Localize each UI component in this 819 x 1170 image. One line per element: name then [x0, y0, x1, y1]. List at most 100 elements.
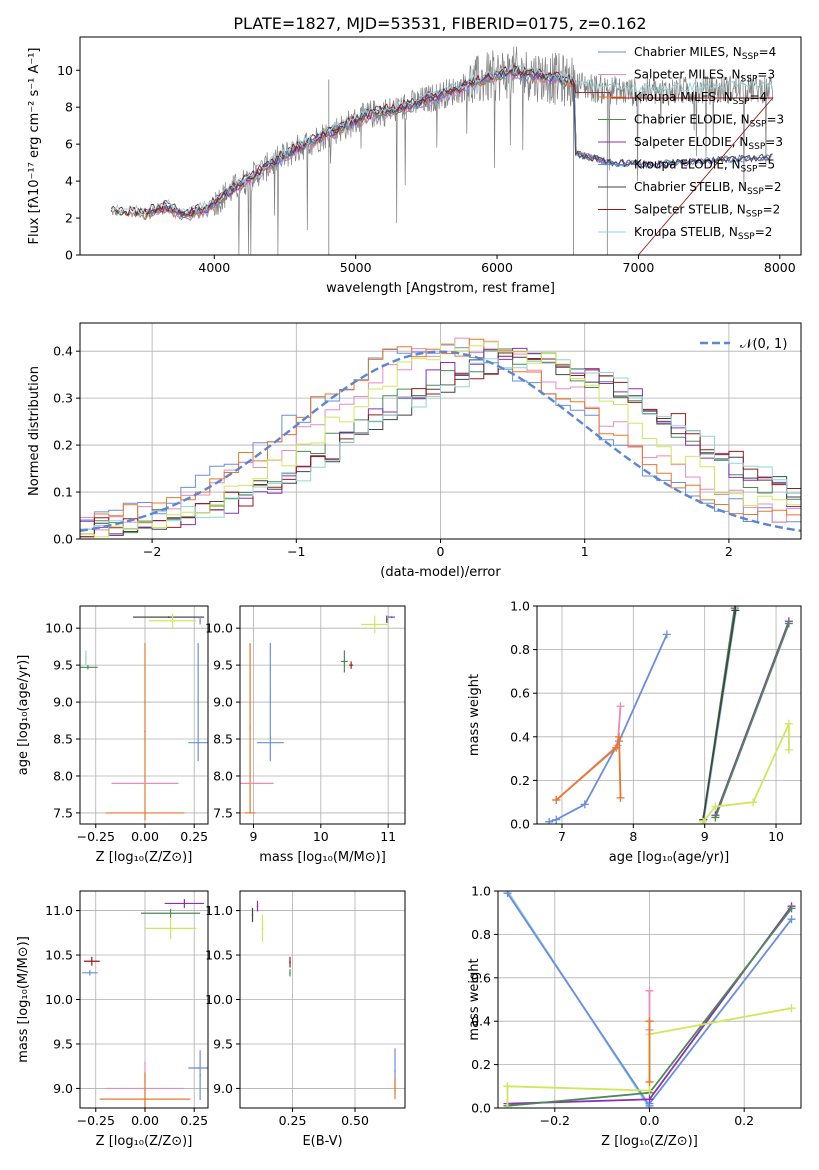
- y-tick-label: 0.2: [510, 773, 530, 788]
- tick-labels: 4000 5000 6000 7000 8000 0 2 4 6 8 10: [57, 63, 796, 275]
- y-tick-label: 9.5: [53, 658, 73, 673]
- y-tick-label: 4: [65, 174, 73, 189]
- data-point: [343, 660, 346, 663]
- plus-marker: [784, 619, 793, 628]
- y-tick-label: 9.0: [53, 1081, 73, 1096]
- y-axis-label: mass weight: [467, 958, 482, 1040]
- legend-subscript: SSP: [741, 75, 758, 85]
- y-tick-label: 9.0: [53, 695, 73, 710]
- legend-tail: =4: [759, 45, 777, 59]
- plus-marker: [787, 904, 796, 913]
- residual-histogram-panel: −2 −1 0 1 2 0.0 0.1 0.2 0.3 0.4 (data-model)/error…: [27, 322, 802, 580]
- x-tick-label: −2: [143, 544, 161, 559]
- y-tick-label: 10.5: [205, 948, 233, 963]
- age-vs-metallicity-panel: −0.25 0.00 0.25 7.5 8.0 8.5 9.0 9.5 10.0 Z [log₁₀…: [16, 605, 209, 865]
- x-tick-label: 7: [558, 829, 566, 844]
- x-tick-label: 0.0: [640, 1113, 660, 1128]
- x-tick-label: 0.25: [180, 829, 208, 844]
- x-tick-label: 0: [437, 544, 445, 559]
- y-tick-label: 6: [65, 137, 73, 152]
- normal-curve-line: [80, 350, 801, 532]
- model-spectrum-line: [143, 65, 772, 219]
- x-tick-label: 7000: [623, 260, 655, 275]
- x-tick-label: 0.00: [131, 829, 159, 844]
- gridlines: [240, 606, 405, 824]
- data-point: [394, 1087, 396, 1090]
- data-point: [144, 812, 146, 814]
- x-tick-label: 0.2: [734, 1113, 754, 1128]
- x-tick-label: 8: [629, 829, 637, 844]
- axes-frame: [239, 605, 406, 825]
- x-tick-label: 10: [313, 829, 329, 844]
- plus-marker: [787, 915, 796, 924]
- plus-marker: [711, 802, 720, 811]
- legend-subscript: SSP: [746, 210, 763, 220]
- plus-marker: [615, 732, 624, 741]
- weight-line: [648, 918, 793, 1105]
- model-spectrum-line: [110, 65, 773, 218]
- legend-label: Chabrier MILES, NSSP=4: [634, 45, 776, 62]
- y-tick-label: 10.0: [205, 992, 233, 1007]
- legend-subscript: SSP: [738, 232, 755, 242]
- tick-labels: −0.25 0.00 0.25 9.0 9.5 10.0 10.5 11.0: [45, 903, 208, 1128]
- data-point: [89, 972, 91, 974]
- plot-area: [251, 900, 396, 1100]
- x-axis-label: E(B-V): [302, 1134, 342, 1149]
- tick-labels: 0.25 0.50 9.0 9.5 10.0 10.5 11.0: [205, 903, 369, 1128]
- x-tick-label: 0.25: [180, 1113, 208, 1128]
- data-point: [197, 1067, 199, 1069]
- plot-area: [80, 337, 801, 538]
- y-tick-label: 0.4: [510, 729, 530, 744]
- histogram-step-line: [80, 358, 801, 530]
- data-point: [394, 1069, 396, 1072]
- legend-tail: =3: [765, 135, 783, 149]
- legend-subscript: SSP: [747, 187, 764, 197]
- data-point: [249, 812, 251, 814]
- y-tick-label: 8.0: [213, 768, 233, 783]
- legend-subscript: SSP: [748, 142, 765, 152]
- y-tick-label: 9.5: [53, 1036, 73, 1051]
- plus-marker: [732, 606, 741, 610]
- plot-area: [503, 891, 796, 1108]
- legend-label: Kroupa STELIB, NSSP=2: [634, 225, 772, 242]
- y-tick-label: 8.5: [213, 732, 233, 747]
- legend-tail: =2: [755, 225, 773, 239]
- y-tick-label: 1.0: [510, 599, 530, 614]
- tick-labels: −0.2 0.0 0.2 0.0 0.2 0.4 0.6 0.8 1.0: [471, 884, 754, 1129]
- y-tick-label: 0.0: [53, 532, 73, 547]
- legend-label: Kroupa ELODIE, NSSP=5: [634, 158, 775, 175]
- weight-line: [555, 736, 622, 801]
- data-point: [197, 701, 199, 703]
- y-tick-label: 0: [65, 248, 73, 263]
- data-point: [199, 619, 201, 622]
- data-point: [167, 616, 170, 618]
- x-axis-label: mass [log₁₀(M/M⊙)]: [259, 850, 386, 865]
- data-point: [91, 960, 93, 963]
- x-tick-label: 5000: [340, 260, 372, 275]
- y-tick-label: 7.5: [53, 805, 73, 820]
- y-tick-label: 0.2: [471, 1057, 491, 1072]
- y-axis-label: Flux [fλ10⁻¹⁷ erg cm⁻² s⁻¹ A⁻¹]: [27, 48, 42, 245]
- y-axis-label: age [log₁₀(age/yr)]: [16, 655, 31, 776]
- y-tick-label: 0.0: [510, 817, 530, 832]
- data-point: [144, 1098, 146, 1100]
- plus-marker: [503, 891, 512, 898]
- legend-tail: =3: [757, 68, 775, 82]
- legend-subscript: SSP: [733, 97, 750, 107]
- legend-tail: =2: [763, 203, 781, 217]
- data-point: [289, 972, 291, 974]
- y-tick-label: 8.0: [53, 768, 73, 783]
- y-tick-label: 9.0: [213, 1081, 233, 1096]
- data-point: [183, 902, 186, 905]
- y-tick-label: 0.2: [53, 438, 73, 453]
- plot-area: [80, 613, 208, 821]
- y-tick-label: 0.6: [471, 970, 491, 985]
- plus-marker: [731, 606, 740, 615]
- x-tick-label: −0.25: [77, 829, 115, 844]
- spectrum-legend: Chabrier MILES, NSSP=4 Salpeter MILES, NS…: [598, 45, 784, 242]
- x-axis-label: Z [log₁₀(Z/Z⊙)]: [96, 850, 193, 865]
- gridlines: [240, 891, 405, 1108]
- y-tick-label: 10: [57, 63, 73, 78]
- weight-line: [702, 610, 737, 820]
